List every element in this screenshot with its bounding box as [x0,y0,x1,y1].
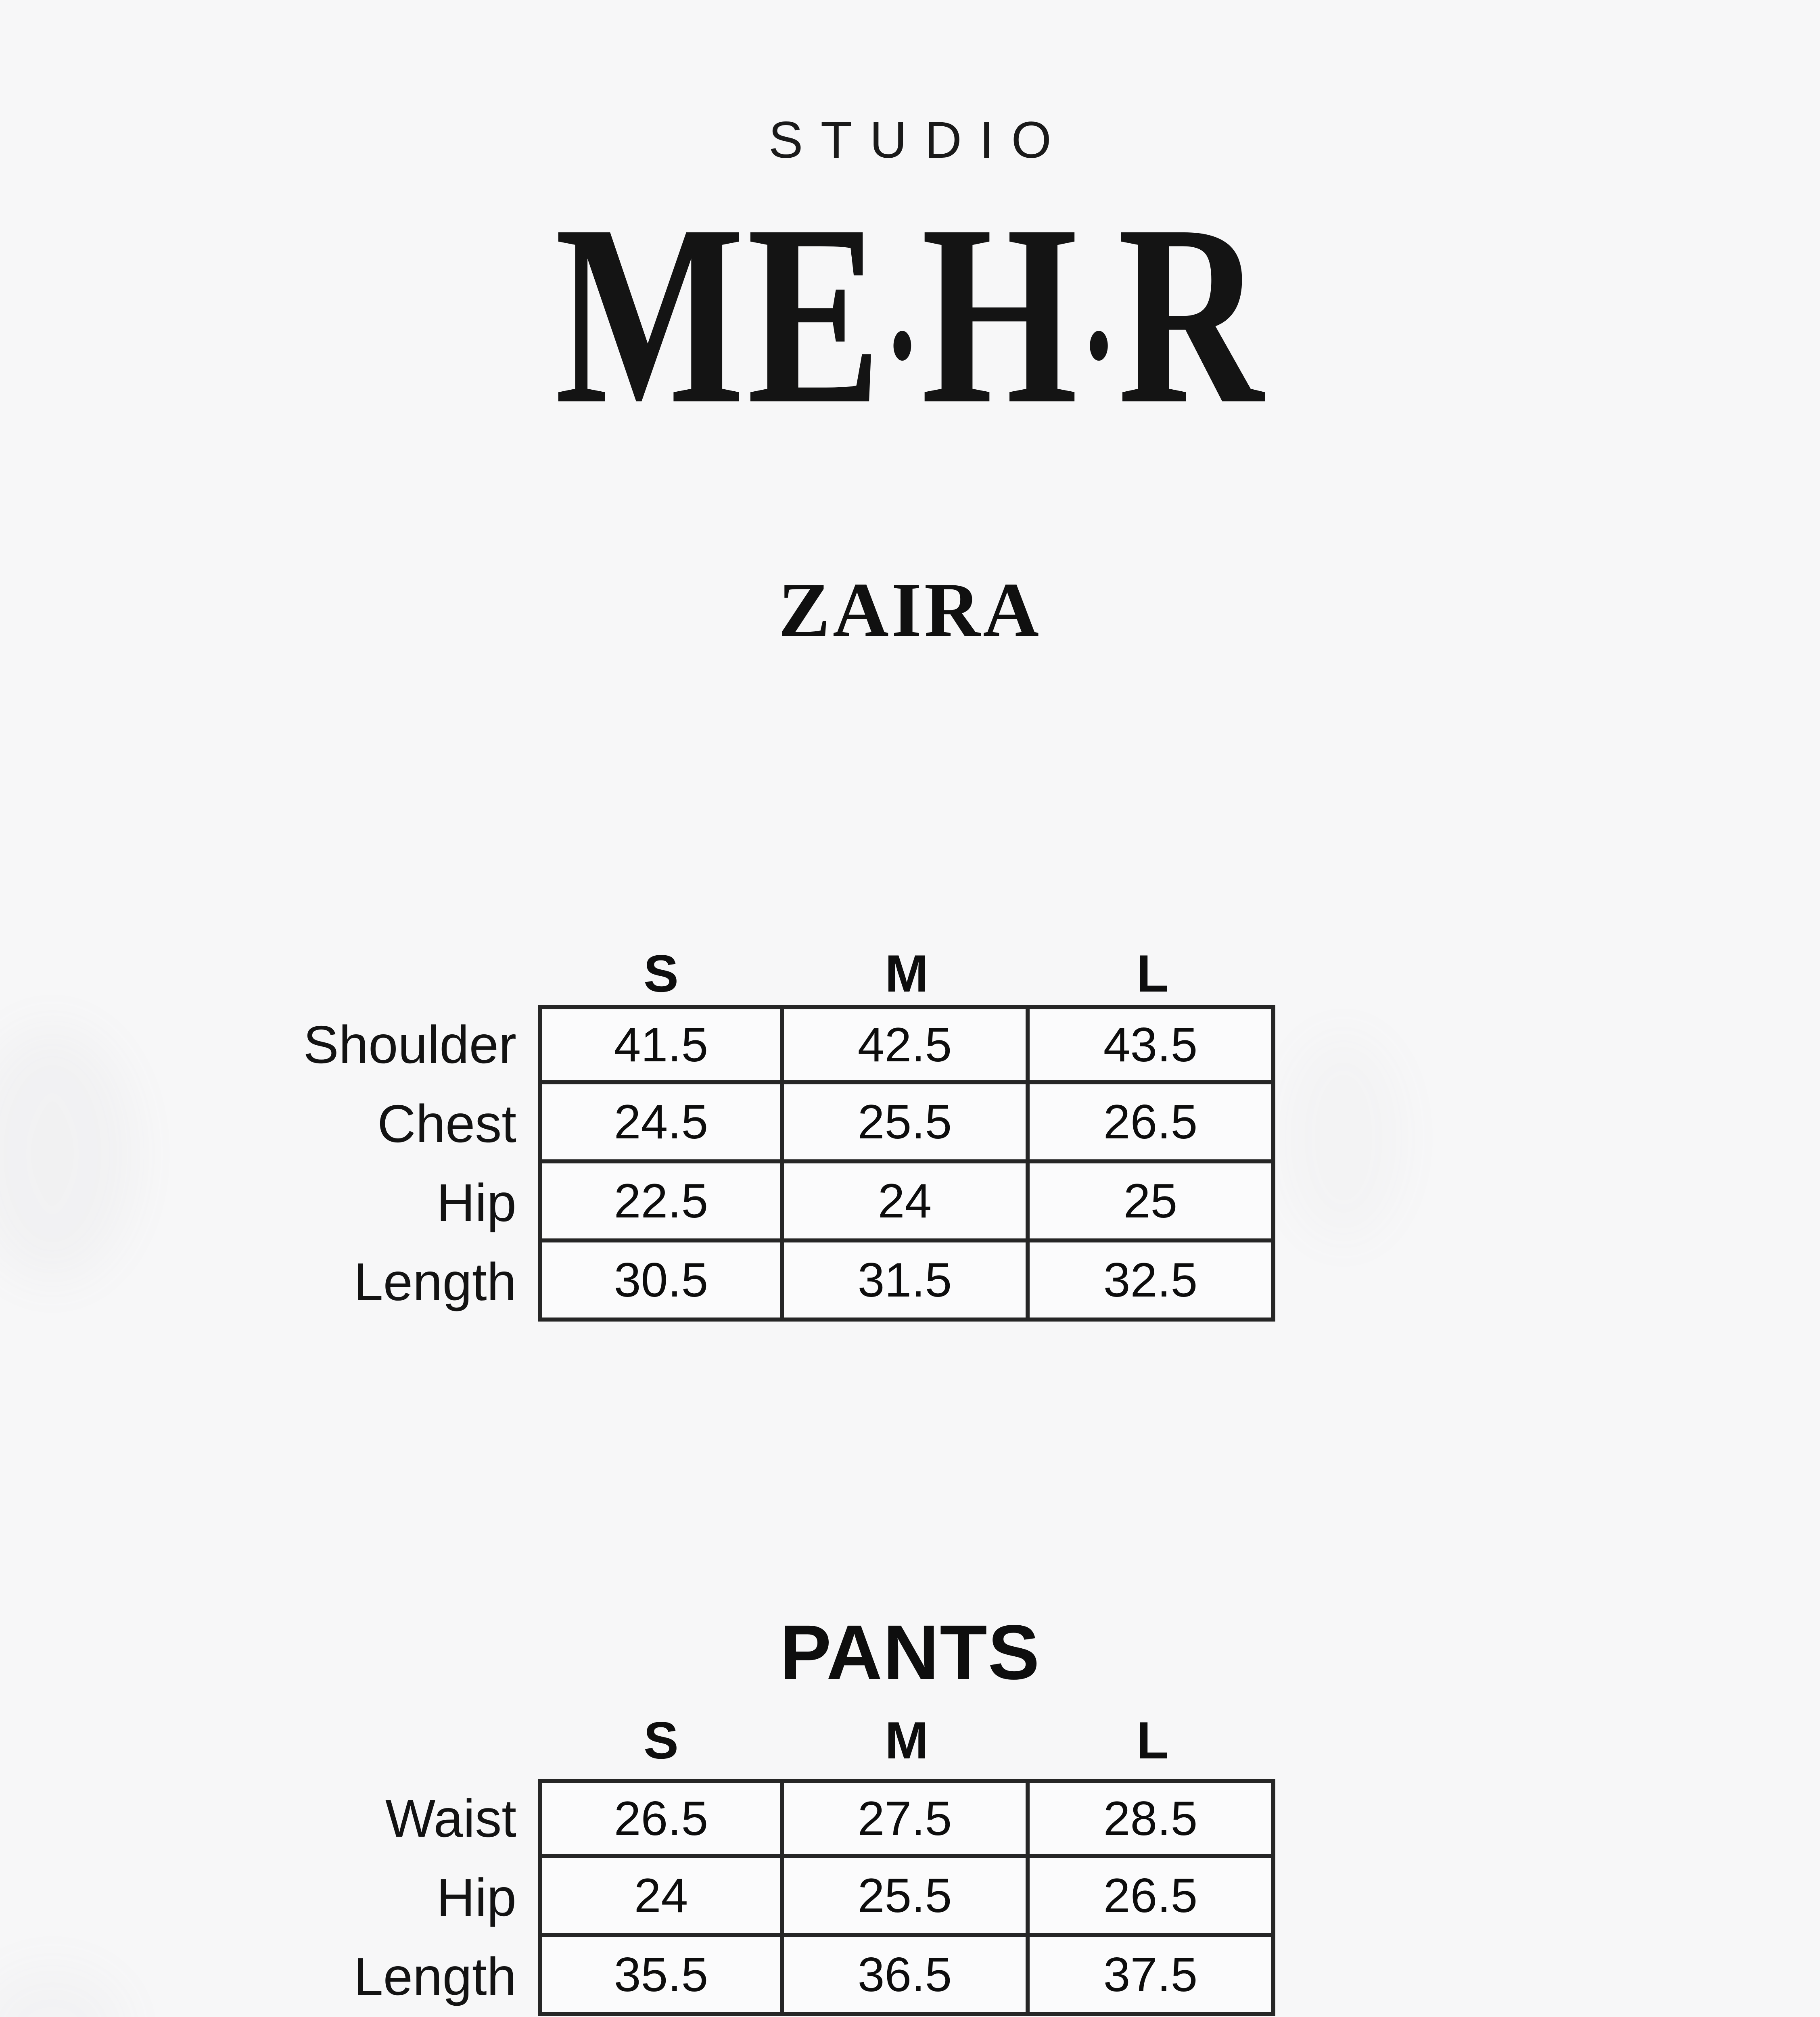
logo-dot-icon [1090,331,1108,361]
row-label-chest: Chest [377,1094,516,1153]
logo-letter-h: H [921,172,1080,457]
logo-dot-icon [893,331,911,361]
size-columns-header: S M L [0,1714,1820,1766]
row-label-hip: Hip [436,1173,516,1232]
size-cell: 25.5 [784,1084,1030,1163]
size-cell: 31.5 [784,1242,1030,1322]
size-cell: 24 [538,1858,784,1937]
row-label-hip: Hip [436,1868,516,1927]
pants-title: PANTS [779,1609,1041,1695]
size-cell: 42.5 [784,1005,1030,1084]
size-cell: 36.5 [784,1937,1030,2016]
size-cell: 28.5 [1030,1779,1275,1858]
row-label-shoulder: Shoulder [303,1015,516,1074]
size-cell: 26.5 [538,1779,784,1858]
size-cell: 41.5 [538,1005,784,1084]
size-column-s: S [644,944,679,1003]
size-chart-pants: PANTS S M L Waist 26.5 27.5 28.5 Hip 24 … [0,1614,1820,2016]
size-cell: 35.5 [538,1937,784,2016]
size-cell: 24 [784,1163,1030,1242]
row-label-length: Length [353,1252,516,1311]
brand-studio-text: STUDIO [768,111,1069,169]
logo-letter-m: M [555,172,747,457]
logo-letter-r: R [1118,172,1265,457]
size-column-s: S [644,1711,679,1770]
logo-letter-e: E [747,172,884,457]
size-cell: 32.5 [1030,1242,1275,1322]
size-cell: 26.5 [1030,1084,1275,1163]
size-cell: 25 [1030,1163,1275,1242]
size-cell: 37.5 [1030,1937,1275,2016]
size-column-m: M [885,1711,929,1770]
size-table: Shoulder 41.5 42.5 43.5 Chest 24.5 25.5 … [0,1005,1820,1322]
row-label-waist: Waist [385,1789,516,1848]
size-cell: 22.5 [538,1163,784,1242]
size-cell: 26.5 [1030,1858,1275,1937]
size-table: Waist 26.5 27.5 28.5 Hip 24 25.5 26.5 Le… [0,1779,1820,2016]
size-cell: 30.5 [538,1242,784,1322]
brand-logo: M E H R [200,186,1620,444]
size-column-m: M [885,944,929,1003]
size-cell: 43.5 [1030,1005,1275,1084]
size-columns-header: S M L [0,947,1820,1000]
scan-smudge [0,1025,137,1283]
row-label-length: Length [353,1947,516,2006]
size-column-l: L [1136,1711,1169,1770]
size-chart-top: S M L Shoulder 41.5 42.5 43.5 Chest 24.5… [0,947,1820,1322]
size-column-l: L [1136,944,1169,1003]
size-cell: 27.5 [784,1779,1030,1858]
size-cell: 24.5 [538,1084,784,1163]
product-title: ZAIRA [778,567,1042,653]
size-cell: 25.5 [784,1858,1030,1937]
